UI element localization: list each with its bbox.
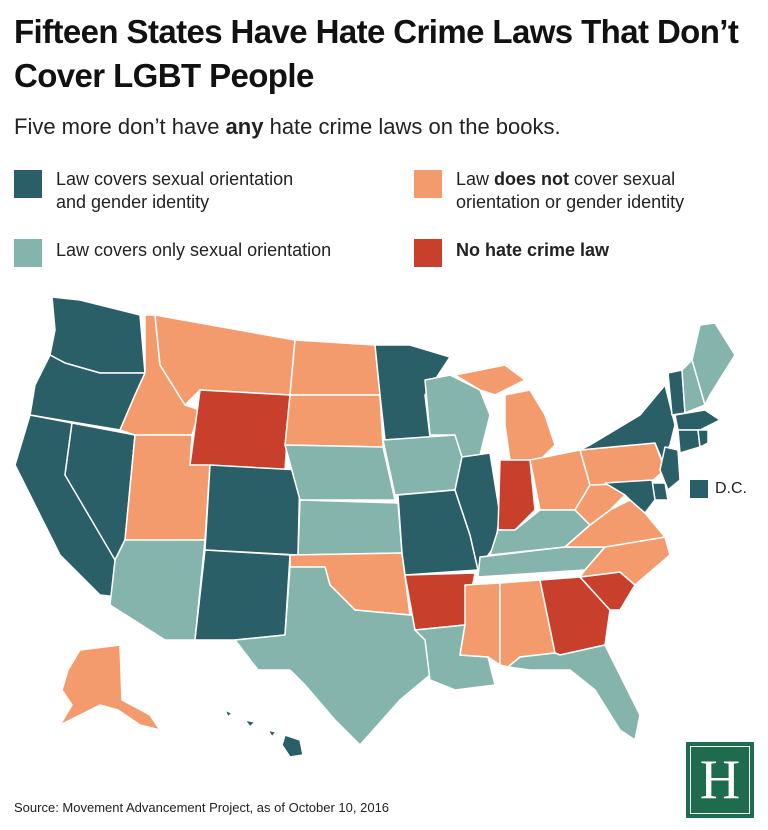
state-NM	[194, 549, 291, 641]
legend-item-orientation-only: Law covers only sexual orientation	[14, 237, 331, 267]
state-WA	[49, 296, 146, 374]
state-MI	[454, 364, 556, 461]
state-NE	[284, 444, 396, 501]
legend-label-orientation-only: Law covers only sexual orientation	[56, 240, 332, 260]
legend-swatch-not-covered	[414, 170, 442, 198]
state-IN	[497, 459, 536, 531]
legend-label-no-law: No hate crime law	[456, 240, 610, 260]
state-WY	[189, 389, 291, 471]
state-MN	[374, 344, 451, 441]
legend-label-not-covered-line1: Law does not cover sexual	[456, 168, 684, 191]
legend-swatch-covers-both	[14, 170, 42, 198]
state-TX	[234, 566, 431, 746]
legend-label-not-covered-bold: does not	[494, 169, 570, 189]
logo-letter: H	[699, 749, 741, 811]
state-IA	[382, 434, 463, 496]
source-note: Source: Movement Advancement Project, as…	[14, 800, 390, 815]
legend-item-covers-both: Law covers sexual orientation and gender…	[14, 168, 293, 214]
state-MS	[459, 582, 501, 666]
legend-item-no-law: No hate crime law	[414, 237, 609, 267]
state-MA	[674, 409, 721, 431]
state-AK	[59, 644, 161, 731]
state-ND	[289, 339, 381, 396]
chart-subtitle: Five more don’t have any hate crime laws…	[14, 112, 561, 142]
state-AZ	[109, 539, 206, 641]
state-HI	[224, 709, 304, 758]
dc-swatch	[690, 480, 708, 498]
state-ME	[691, 322, 736, 406]
legend-label-covers-both-line2: and gender identity	[56, 192, 210, 212]
state-SD	[284, 394, 384, 448]
state-KS	[297, 499, 403, 556]
legend-label-not-covered-end: cover sexual	[569, 169, 676, 189]
chart-title: Fifteen States Have Hate Crime Laws That…	[14, 13, 739, 94]
legend-swatch-no-law	[414, 239, 442, 267]
state-MD	[604, 479, 656, 514]
subtitle-text-start: Five more don’t have	[14, 114, 226, 139]
state-NJ	[659, 446, 681, 491]
state-RI	[697, 429, 709, 448]
legend-swatch-orientation-only	[14, 239, 42, 267]
state-NY	[579, 384, 676, 461]
state-CT	[677, 429, 701, 454]
state-FL	[507, 644, 641, 741]
legend-item-not-covered: Law does not cover sexual orientation or…	[414, 168, 684, 214]
publisher-logo: H	[686, 742, 754, 818]
subtitle-text-end: hate crime laws on the books.	[263, 114, 561, 139]
state-CO	[204, 464, 301, 556]
legend-label-covers-both-line1: Law covers sexual orientation	[56, 169, 294, 189]
legend-label-not-covered-line2: orientation or gender identity	[456, 192, 685, 212]
legend-label-not-covered-start: Law	[456, 169, 495, 189]
subtitle-emphasis: any	[225, 114, 264, 139]
dc-label: D.C.	[715, 480, 747, 497]
us-states-map	[14, 296, 736, 758]
